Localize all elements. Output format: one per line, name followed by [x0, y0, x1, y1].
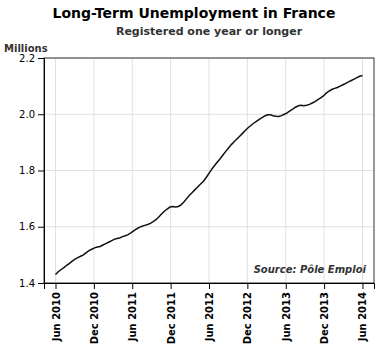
y-tick-mark [38, 171, 44, 172]
y-axis-line [38, 59, 45, 284]
x-tick: Dec 2012 [242, 283, 253, 344]
title: Long-Term Unemployment in France [53, 5, 336, 21]
plot-area: Jun 2010 Dec 2010 Jun 2011 Dec 2011 Jun 2012… [19, 53, 374, 345]
x-tick-mark [132, 283, 133, 289]
x-tick-mark [286, 283, 287, 289]
x-axis-line [45, 284, 375, 290]
x-tick-mark [94, 283, 95, 289]
x-tick-label: Jun 2013 [281, 292, 292, 342]
x-grid-line [55, 58, 56, 283]
y-tick-mark [38, 227, 44, 228]
annotation: Source: Pôle Emploi [254, 264, 367, 275]
x-tick: Dec 2010 [89, 283, 100, 344]
x-tick-mark [324, 283, 325, 289]
x-grid-line [247, 58, 248, 283]
x-tick-mark [209, 283, 210, 289]
x-grid-line [324, 58, 325, 283]
x-tick-label: Dec 2011 [166, 292, 177, 344]
line [56, 75, 363, 274]
x-grid-line [93, 58, 94, 283]
x-tick-label: Dec 2012 [242, 292, 253, 344]
x-tick-mark [56, 283, 57, 289]
y-tick-mark [38, 58, 44, 59]
x-tick-label: Jun 2011 [127, 292, 138, 342]
y-tick: 2.0 [19, 109, 44, 120]
x-tick-mark [362, 283, 363, 289]
y-tick: 2.2 [19, 53, 44, 64]
x-tick: Jun 2010 [51, 283, 62, 342]
x-tick-mark [171, 283, 172, 289]
y-axis: 1.4 1.6 1.8 2.0 2.2 [19, 53, 44, 289]
y-tick: 1.4 [19, 278, 44, 289]
y-tick-label: 2.0 [19, 109, 35, 120]
x-grid-line [132, 58, 133, 283]
x-tick-label: Dec 2013 [319, 292, 330, 344]
x-tick-mark [247, 283, 248, 289]
x-grid-line [170, 58, 171, 283]
x-grid-line [209, 58, 210, 283]
y-tick-mark [38, 283, 44, 284]
x-tick: Jun 2012 [204, 283, 215, 342]
chart: Long-Term Unemployment in France Register… [0, 0, 388, 355]
plot-frame [44, 58, 374, 283]
x-tick-label: Jun 2010 [51, 292, 62, 342]
x-grid-line [362, 58, 363, 283]
x-tick: Jun 2013 [281, 283, 292, 342]
x-tick-label: Jun 2012 [204, 292, 215, 342]
y-tick-label: 1.8 [19, 165, 35, 176]
x-tick-label: Dec 2010 [89, 292, 100, 344]
y-tick: 1.6 [19, 221, 44, 232]
subtitle: Registered one year or longer [116, 25, 303, 38]
x-tick: Jun 2011 [127, 283, 138, 342]
y-tick-label: 1.6 [19, 221, 35, 232]
x-tick: Dec 2013 [319, 283, 330, 344]
x-axis: Jun 2010 Dec 2010 Jun 2011 Dec 2011 Jun 2012… [45, 283, 375, 344]
x-tick-label: Jun 2014 [357, 292, 368, 342]
x-tick: Jun 2014 [357, 283, 368, 342]
y-tick-mark [38, 114, 44, 115]
grid [44, 58, 374, 283]
y-tick: 1.8 [19, 165, 44, 176]
y-tick-label: 2.2 [19, 53, 35, 64]
y-tick-label: 1.4 [19, 278, 35, 289]
x-tick: Dec 2011 [166, 283, 177, 344]
marks [56, 75, 363, 274]
x-grid-line [285, 58, 286, 283]
